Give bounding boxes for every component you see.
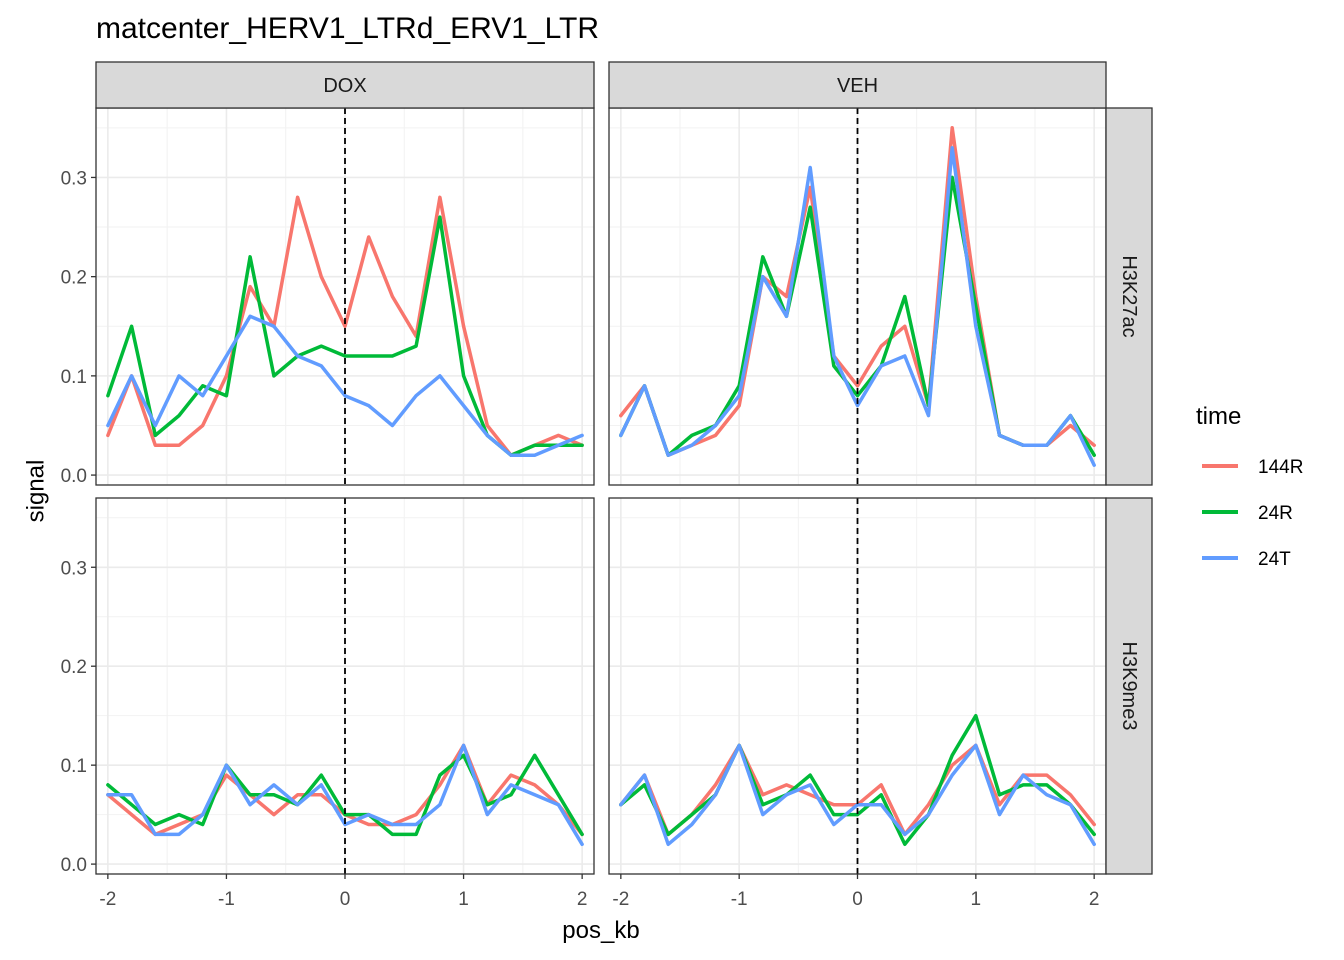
series-line-144r xyxy=(106,195,584,457)
x-tick-label: -1 xyxy=(218,889,235,910)
legend-label-24t: 24T xyxy=(1258,549,1291,570)
x-axis-title: pos_kb xyxy=(562,917,639,944)
strip-dox xyxy=(95,61,595,109)
strip-veh xyxy=(608,61,1107,109)
strip-label-veh: VEH xyxy=(837,75,878,97)
series-line-24t xyxy=(619,743,1096,847)
x-tick-label: 1 xyxy=(458,889,469,910)
x-tick-label: -2 xyxy=(99,889,116,910)
y-tick-label: 0.0 xyxy=(61,855,87,876)
panel-dox-h3k9me3 xyxy=(95,497,595,875)
x-tick-label: 2 xyxy=(1089,889,1100,910)
facet-panels xyxy=(95,107,1107,875)
y-axis-title: signal xyxy=(23,460,50,523)
strip-h3k27ac xyxy=(1105,107,1153,486)
strip-h3k9me3 xyxy=(1105,497,1153,875)
strip-label-h3k27ac: H3K27ac xyxy=(1118,255,1140,337)
y-tick-label: 0.2 xyxy=(61,268,87,289)
series-line-24t xyxy=(619,145,1096,467)
legend-title: time xyxy=(1196,403,1241,430)
y-tick-label: 0.1 xyxy=(61,367,87,388)
x-tick-label: -1 xyxy=(731,889,748,910)
facet-strips: DOX VEH H3K27ac H3K9me3 xyxy=(95,61,1153,875)
y-tick-label: 0.3 xyxy=(61,168,87,189)
chart-title: matcenter_HERV1_LTRd_ERV1_LTR xyxy=(96,12,600,45)
y-tick-label: 0.2 xyxy=(61,657,87,678)
legend-label-144r: 144R xyxy=(1258,457,1303,478)
legend-label-24r: 24R xyxy=(1258,503,1293,524)
strip-label-h3k9me3: H3K9me3 xyxy=(1118,642,1140,731)
panel-veh-h3k9me3 xyxy=(608,497,1107,875)
legend: time 144R 24R 24T xyxy=(1196,403,1303,570)
y-tick-label: 0.0 xyxy=(61,466,87,487)
panel-dox-h3k27ac xyxy=(95,107,595,486)
y-tick-label: 0.1 xyxy=(61,756,87,777)
series-line-24r xyxy=(106,753,584,837)
series-line-24t xyxy=(106,314,584,457)
x-tick-label: -2 xyxy=(612,889,629,910)
x-tick-label: 2 xyxy=(577,889,588,910)
x-tick-label: 1 xyxy=(971,889,982,910)
y-tick-label: 0.3 xyxy=(61,558,87,579)
x-tick-label: 0 xyxy=(852,889,863,910)
axes: 0.0 0.1 0.2 0.3 0.0 0.1 0.2 0.3 -2 -1 0 1 2 -2 -1 0 1 2 po… xyxy=(23,168,1100,944)
panel-veh-h3k27ac xyxy=(608,107,1107,486)
strip-label-dox: DOX xyxy=(323,75,366,97)
x-tick-label: 0 xyxy=(340,889,351,910)
series-line-24t xyxy=(106,743,584,847)
